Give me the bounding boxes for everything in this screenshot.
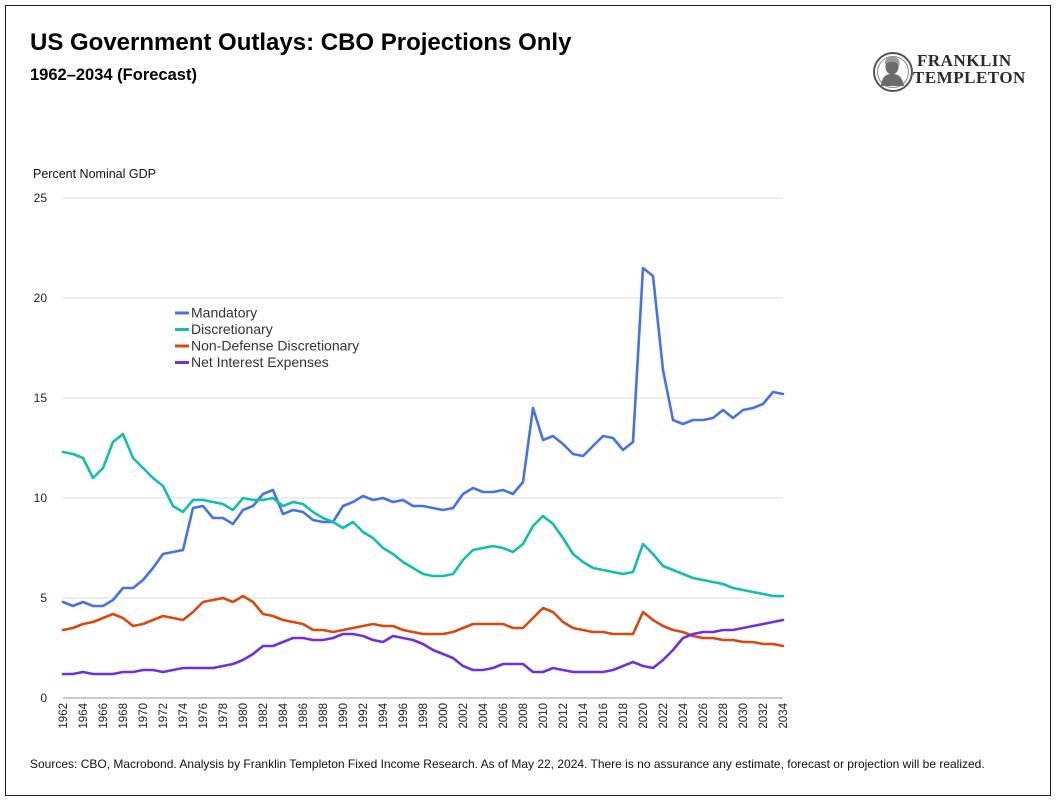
logo-wordmark: FRANKLIN TEMPLETON [913, 51, 1026, 86]
x-tick-label: 1988 [318, 703, 330, 729]
y-axis-ticks: 0 5 10 15 20 25 [34, 191, 48, 705]
x-tick-label: 2030 [738, 703, 750, 729]
x-tick-label: 1974 [178, 702, 190, 728]
logo-line-1: FRANKLIN [917, 51, 1012, 70]
franklin-templeton-logo: FRANKLIN TEMPLETON [872, 51, 1042, 95]
grid-lines [63, 197, 783, 699]
x-tick-label: 1976 [198, 703, 210, 729]
x-tick-label: 2014 [578, 702, 590, 728]
x-tick-label: 2024 [678, 702, 690, 728]
x-tick-label: 1996 [398, 703, 410, 729]
x-tick-label: 2020 [638, 703, 650, 729]
legend-entry: Mandatory [191, 305, 257, 321]
x-tick-label: 2010 [538, 703, 550, 729]
series-line-net-interest-expenses [61, 618, 785, 676]
y-tick-label: 20 [34, 291, 48, 305]
chart-frame [5, 5, 1051, 796]
x-tick-label: 1968 [118, 703, 130, 729]
x-tick-label: 2012 [558, 703, 570, 729]
x-tick-label: 1990 [338, 703, 350, 729]
x-tick-label: 1980 [238, 703, 250, 729]
x-tick-label: 2004 [478, 702, 490, 728]
y-tick-label: 10 [34, 491, 48, 505]
series-line-non-defense-discretionary [61, 594, 785, 648]
x-tick-label: 1966 [98, 703, 110, 729]
y-tick-label: 5 [40, 591, 47, 605]
x-tick-label: 2008 [518, 703, 530, 729]
x-tick-label: 2018 [618, 703, 630, 729]
series-lines [61, 266, 785, 676]
x-tick-label: 2026 [698, 703, 710, 729]
series-line-discretionary [61, 432, 785, 598]
x-tick-label: 2028 [718, 703, 730, 729]
x-tick-label: 1998 [418, 703, 430, 729]
x-tick-label: 1970 [138, 703, 150, 729]
x-axis-ticks: 1962 1964 1966 1968 1970 1972 1974 1976 1978 1980… [58, 702, 790, 728]
x-tick-label: 1978 [218, 703, 230, 729]
x-tick-label: 1986 [298, 703, 310, 729]
x-tick-label: 1972 [158, 703, 170, 729]
y-tick-label: 15 [34, 391, 48, 405]
legend-entry: Non-Defense Discretionary [191, 338, 359, 354]
chart-subtitle: 1962–2034 (Forecast) [30, 66, 197, 84]
x-tick-label: 2006 [498, 703, 510, 729]
x-tick-label: 2034 [778, 702, 790, 728]
franklin-portrait-icon [873, 52, 913, 92]
chart-title: US Government Outlays: CBO Projections O… [30, 29, 572, 56]
x-tick-label: 1962 [58, 703, 70, 729]
logo-line-2: TEMPLETON [913, 68, 1026, 87]
x-tick-label: 2016 [598, 703, 610, 729]
x-tick-label: 1992 [358, 703, 370, 729]
x-tick-label: 2002 [458, 703, 470, 729]
x-tick-label: 1984 [278, 702, 290, 728]
x-tick-label: 1964 [78, 702, 90, 728]
x-tick-label: 1982 [258, 703, 270, 729]
x-tick-label: 2022 [658, 703, 670, 729]
series-line-mandatory [61, 266, 785, 608]
legend-entry: Net Interest Expenses [191, 354, 329, 370]
x-tick-label: 2000 [438, 703, 450, 729]
y-tick-label: 0 [40, 691, 47, 705]
y-axis-label: Percent Nominal GDP [33, 167, 156, 181]
legend-entry: Discretionary [191, 321, 273, 337]
y-tick-label: 25 [34, 191, 48, 205]
source-footnote: Sources: CBO, Macrobond. Analysis by Fra… [30, 757, 985, 771]
x-tick-label: 1994 [378, 702, 390, 728]
x-tick-label: 2032 [758, 703, 770, 729]
